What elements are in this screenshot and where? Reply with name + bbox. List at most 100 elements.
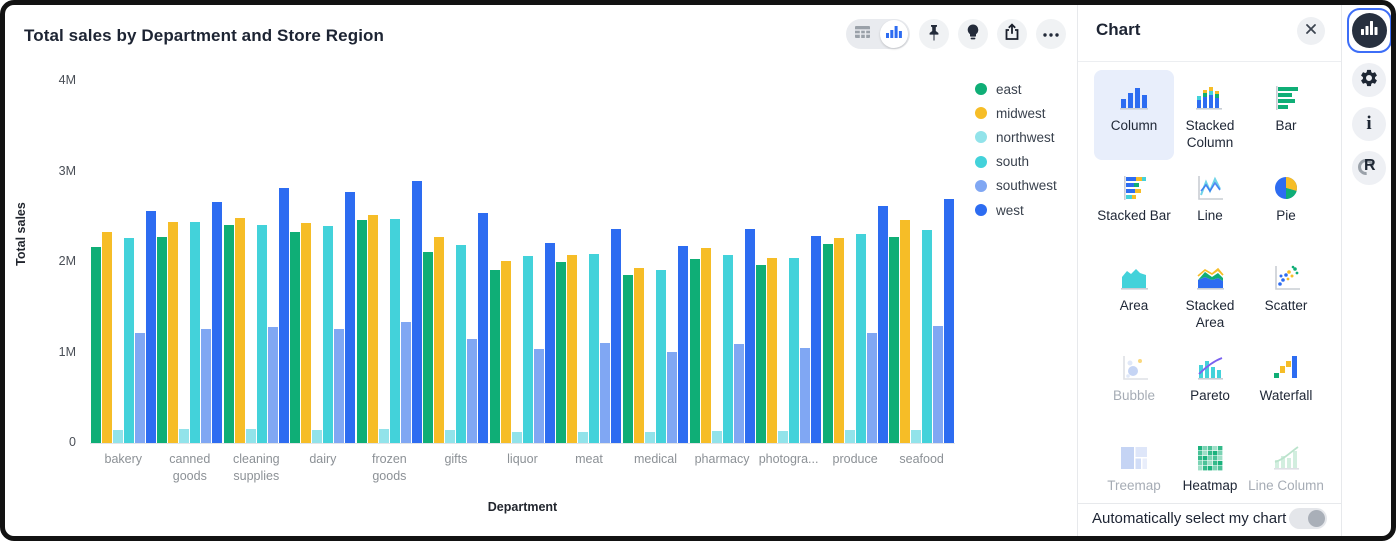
chart-type-stacked-area[interactable]: Stacked Area [1170,250,1250,340]
bar-south[interactable] [522,256,533,443]
bar-east[interactable] [356,220,367,443]
bar-west[interactable] [877,206,888,443]
bar-south[interactable] [389,219,400,443]
bar-south[interactable] [855,234,866,443]
bar-west[interactable] [145,211,156,443]
bar-east[interactable] [90,247,101,443]
chart-type-heatmap[interactable]: Heatmap [1170,430,1250,503]
bar-southwest[interactable] [334,329,345,443]
bar-west[interactable] [478,213,489,443]
legend-item-west[interactable]: west [975,198,1057,222]
chart-type-line[interactable]: Line [1170,160,1250,250]
bar-east[interactable] [157,237,168,443]
panel-close-button[interactable] [1297,17,1325,45]
bar-south[interactable] [589,254,600,443]
bar-midwest[interactable] [434,237,445,443]
insights-button[interactable] [958,19,988,49]
share-button[interactable] [997,19,1027,49]
bar-south[interactable] [922,230,933,443]
bar-southwest[interactable] [400,322,411,443]
bar-midwest[interactable] [767,258,778,443]
bar-south[interactable] [656,270,667,443]
bar-east[interactable] [489,270,500,443]
chart-type-scatter[interactable]: Scatter [1246,250,1326,340]
bar-west[interactable] [278,188,289,443]
bar-south[interactable] [190,222,201,443]
bar-southwest[interactable] [933,326,944,443]
chart-type-bar[interactable]: Bar [1246,70,1326,160]
legend-item-northwest[interactable]: northwest [975,125,1057,149]
legend-item-southwest[interactable]: southwest [975,174,1057,198]
bar-southwest[interactable] [667,352,678,443]
bar-northwest[interactable] [511,432,522,443]
rail-r-button[interactable]: R [1352,151,1386,185]
bar-southwest[interactable] [866,333,877,443]
bar-northwest[interactable] [911,430,922,443]
bar-west[interactable] [611,229,622,443]
auto-select-toggle[interactable] [1289,508,1327,529]
chart-type-waterfall[interactable]: Waterfall [1246,340,1326,430]
bar-northwest[interactable] [645,432,656,443]
bar-southwest[interactable] [733,344,744,443]
bar-south[interactable] [722,255,733,443]
bar-south[interactable] [256,225,267,443]
rail-chart-button[interactable] [1346,8,1392,53]
bar-west[interactable] [411,181,422,443]
bar-west[interactable] [345,192,356,443]
chart-type-pareto[interactable]: Pareto [1170,340,1250,430]
bar-southwest[interactable] [201,329,212,443]
rail-info-button[interactable]: i [1352,107,1386,141]
chart-type-stacked-column[interactable]: Stacked Column [1170,70,1250,160]
bar-west[interactable] [744,229,755,443]
bar-east[interactable] [556,262,567,443]
bar-northwest[interactable] [445,430,456,443]
more-options-button[interactable] [1036,19,1066,49]
bar-northwest[interactable] [778,431,789,443]
bar-east[interactable] [822,244,833,443]
bar-east[interactable] [689,259,700,443]
bar-midwest[interactable] [234,218,245,443]
chart-view-button[interactable] [880,20,908,48]
bar-southwest[interactable] [800,348,811,443]
legend-item-midwest[interactable]: midwest [975,101,1057,125]
chart-type-stacked-bar[interactable]: Stacked Bar [1094,160,1174,250]
chart-type-pie[interactable]: Pie [1246,160,1326,250]
bar-west[interactable] [544,243,555,443]
bar-midwest[interactable] [367,215,378,443]
bar-northwest[interactable] [112,430,123,443]
bar-northwest[interactable] [179,429,190,443]
bar-west[interactable] [944,199,955,443]
chart-type-area[interactable]: Area [1094,250,1174,340]
bar-northwest[interactable] [378,429,389,443]
bar-southwest[interactable] [267,327,278,443]
bar-south[interactable] [123,238,134,443]
rail-settings-button[interactable] [1352,63,1386,97]
bar-northwest[interactable] [844,430,855,443]
bar-south[interactable] [323,226,334,443]
bar-midwest[interactable] [833,238,844,443]
bar-midwest[interactable] [168,222,179,443]
bar-midwest[interactable] [567,255,578,443]
bar-south[interactable] [789,258,800,443]
pin-button[interactable] [919,19,949,49]
bar-midwest[interactable] [634,268,645,443]
bar-west[interactable] [212,202,223,443]
table-view-button[interactable] [846,19,878,49]
bar-south[interactable] [456,245,467,443]
bar-midwest[interactable] [900,220,911,443]
bar-northwest[interactable] [312,430,323,443]
bar-west[interactable] [811,236,822,443]
bar-east[interactable] [223,225,234,443]
bar-east[interactable] [756,265,767,443]
legend-item-east[interactable]: east [975,77,1057,101]
bar-east[interactable] [290,232,301,443]
bar-east[interactable] [889,237,900,443]
bar-southwest[interactable] [134,333,145,443]
bar-midwest[interactable] [700,248,711,443]
chart-type-column[interactable]: Column [1094,70,1174,160]
bar-east[interactable] [423,252,434,443]
legend-item-south[interactable]: south [975,150,1057,174]
bar-midwest[interactable] [101,232,112,443]
view-toggle[interactable] [846,19,910,49]
bar-northwest[interactable] [245,429,256,443]
